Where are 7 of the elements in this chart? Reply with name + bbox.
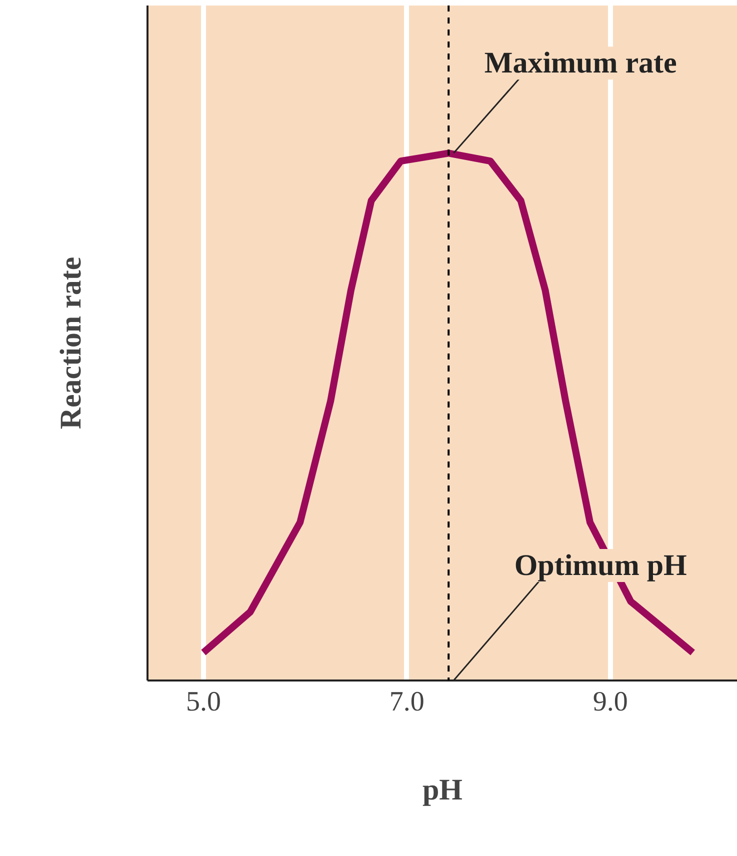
y-axis-title: Reaction rate [54, 256, 88, 430]
x-tick-label: 7.0 [389, 686, 424, 718]
annotation: Maximum rate [484, 46, 677, 80]
x-axis-title: pH [422, 774, 463, 806]
ref-line-label: Optimum pH [514, 549, 687, 582]
x-tick-label: 5.0 [186, 686, 221, 718]
x-tick-label: 9.0 [592, 686, 628, 718]
